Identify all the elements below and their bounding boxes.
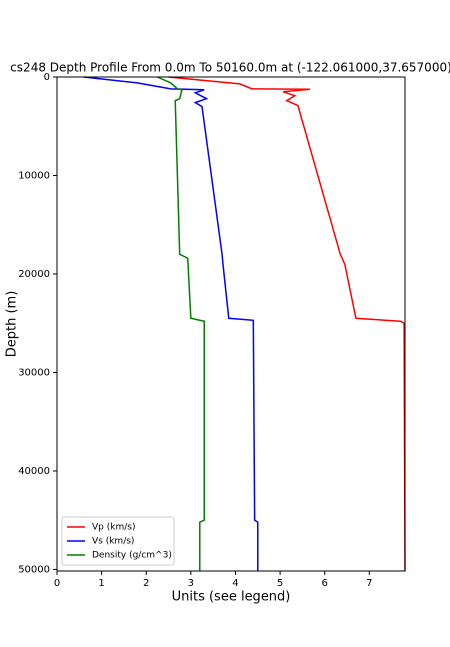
y-tick-label: 40000: [18, 466, 50, 477]
series-line: [168, 76, 406, 572]
legend-label: Vp (km/s): [92, 523, 135, 533]
series-line: [83, 76, 259, 571]
y-tick-label: 0: [44, 72, 50, 83]
y-tick-label: 10000: [18, 170, 50, 181]
x-tick-label: 1: [98, 578, 104, 589]
x-tick-label: 3: [188, 578, 194, 589]
y-tick-label: 20000: [18, 269, 50, 280]
x-tick-label: 7: [366, 578, 372, 589]
legend-box: [61, 516, 175, 566]
x-tick-label: 0: [54, 578, 60, 589]
chart-title: cs248 Depth Profile From 0.0m To 50160.0…: [10, 61, 450, 75]
legend-label: Density (g/cm^3): [92, 551, 172, 561]
series-line: [157, 76, 205, 571]
legend-label: Vs (km/s): [92, 537, 134, 547]
x-tick-label: 4: [232, 578, 238, 589]
x-tick-label: 6: [322, 578, 328, 589]
x-axis-label: Units (see legend): [172, 590, 291, 605]
legend: Vp (km/s) Vs (km/s) Density (g/cm^3): [61, 516, 175, 566]
y-tick-label: 50000: [18, 564, 50, 575]
y-tick-label: 30000: [18, 367, 50, 378]
x-tick-label: 5: [277, 578, 283, 589]
plot-frame: [56, 76, 406, 572]
x-tick-label: 2: [143, 578, 149, 589]
y-axis-label: Depth (m): [5, 291, 20, 358]
